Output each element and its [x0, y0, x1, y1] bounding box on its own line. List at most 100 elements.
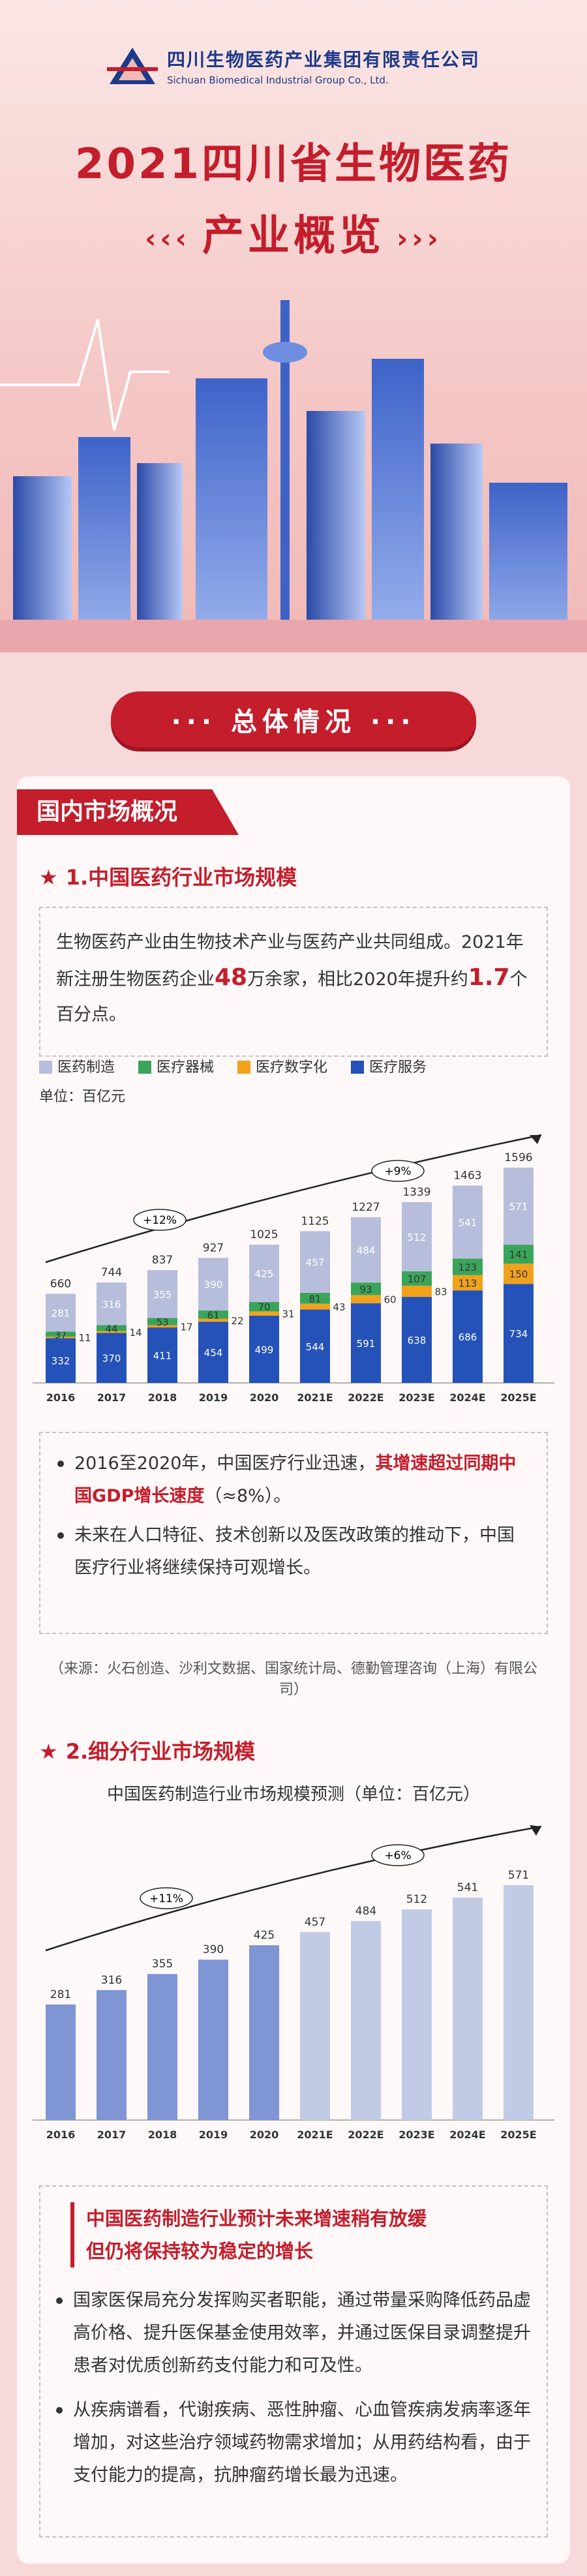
data-label: 390 [204, 1279, 223, 1291]
bar-segment [198, 1310, 228, 1319]
chart1-unit: 单位：百亿元 [39, 1089, 126, 1105]
x-tick-label: 2018 [148, 1391, 177, 1404]
bar-segment [351, 1295, 381, 1303]
total-label: 1596 [504, 1151, 532, 1164]
content-card [17, 776, 570, 2564]
bar-segment [300, 1231, 330, 1293]
data-label: 425 [254, 1929, 275, 1942]
bar-segment [351, 1217, 381, 1283]
growth-badge [371, 1160, 425, 1182]
trend-arrow-line [45, 1825, 542, 1952]
bar-segment [351, 1303, 381, 1383]
section1-heading-text: 1.中国医药行业市场规模 [65, 865, 297, 890]
trend-arrow-head [530, 1135, 541, 1144]
data-label: 281 [52, 1307, 70, 1319]
x-tick-label: 2022E [348, 2129, 384, 2141]
chart2-title: 中国医药制造行业市场规模预测（单位：百亿元） [106, 1785, 480, 1804]
intro-text-3: 个百分点。 [56, 969, 528, 1025]
data-label: 454 [204, 1347, 223, 1359]
intro-number-enterprises: 48 [215, 964, 248, 991]
section2-heading-text: 2.细分行业市场规模 [65, 1739, 256, 1764]
data-label: 44 [105, 1323, 117, 1335]
bar-segment [97, 1333, 127, 1383]
bar-segment [402, 1271, 432, 1286]
bar [504, 1885, 534, 2120]
total-label: 1339 [402, 1186, 430, 1199]
data-label: 390 [203, 1943, 224, 1956]
x-tick-label: 2024E [449, 1391, 485, 1404]
growth-badge [371, 1844, 425, 1866]
data-label: 61 [207, 1309, 219, 1321]
company-name-en: Sichuan Biomedical Industrial Group Co.,… [166, 74, 389, 86]
logo-row: 四川生物医药产业集团有限责任公司 Sichuan Biomedical Indu… [0, 46, 587, 86]
chart1-legend: 医药制造 医疗器械 医疗数字化 医疗服务 [39, 1055, 427, 1076]
x-tick-label: 2021E [297, 2129, 333, 2141]
bar-segment [249, 1301, 279, 1312]
legend-item-device: 医疗器械 [138, 1055, 214, 1076]
data-label: 53 [156, 1316, 168, 1328]
bar-segment [453, 1275, 483, 1291]
total-label: 744 [101, 1266, 122, 1279]
bar-segment [198, 1322, 228, 1383]
x-tick-label: 2020 [250, 2129, 279, 2141]
page-subtitle: 产业概览 [202, 212, 385, 260]
data-label: 686 [459, 1331, 477, 1343]
data-label: 571 [509, 1201, 528, 1213]
bar-segment [351, 1282, 381, 1296]
x-tick-label: 2019 [199, 1391, 228, 1404]
bar-segment [249, 1315, 279, 1383]
data-label: 638 [408, 1335, 427, 1346]
page-title: 2021四川省生物医药 [74, 140, 513, 189]
x-tick-label: 2023E [399, 2129, 434, 2141]
data-label: 17 [180, 1321, 192, 1333]
bar-segment [504, 1168, 534, 1245]
bar-segment [453, 1258, 483, 1275]
bar [402, 1909, 432, 2120]
star-icon: ★ [39, 1739, 58, 1764]
legend-item-service: 医疗服务 [351, 1055, 427, 1076]
data-label: 484 [355, 1905, 376, 1918]
section2-callout: 中国医药制造行业预计未来增速稍有放缓 但仍将保持较为稳定的增长 国家医保局充分发… [39, 2185, 548, 2538]
x-tick-label: 2016 [46, 2129, 76, 2141]
bar [249, 1945, 279, 2120]
data-label: 484 [357, 1245, 376, 1256]
data-label: 37 [54, 1329, 67, 1341]
bar-segment [198, 1258, 228, 1311]
growth-label: +6% [384, 1849, 411, 1862]
bar [351, 1920, 381, 2120]
bar [97, 1990, 127, 2120]
x-tick-label: 2020 [250, 1391, 279, 1404]
data-label: 355 [153, 1289, 172, 1301]
intro-text-2: 万余家，相比2020年提升约 [247, 969, 468, 990]
x-tick-label: 2024E [449, 2129, 485, 2141]
bar [453, 1897, 483, 2120]
section2-heading: ★ 2.细分行业市场规模 [39, 1735, 255, 1765]
bar-segment [46, 1337, 76, 1339]
intro-number-percent: 1.7 [468, 964, 510, 991]
intro-box: 生物医药产业由生物技术产业与医药产业共同组成。2021年新注册生物医药企业48万… [39, 907, 548, 1057]
bar-segment [97, 1331, 127, 1333]
data-label: 571 [508, 1869, 529, 1882]
data-label: 93 [359, 1284, 372, 1296]
bar-segment [504, 1264, 534, 1284]
bar-segment [453, 1185, 483, 1259]
data-label: 31 [282, 1309, 294, 1320]
data-label: 281 [50, 1988, 71, 2001]
legend-item-pharma: 医药制造 [39, 1055, 115, 1076]
total-label: 1025 [250, 1228, 278, 1241]
bar-segment [249, 1311, 279, 1316]
bar [300, 1932, 330, 2120]
x-tick-label: 2019 [199, 2129, 228, 2141]
section1-heading: ★ 1.中国医药行业市场规模 [39, 861, 297, 891]
legend-item-digital: 医疗数字化 [237, 1055, 327, 1076]
data-label: 541 [459, 1217, 477, 1228]
bullet-item: 2016至2020年，中国医疗行业迅速，其增速超过同期中国GDP增长速度（≈8%… [57, 1447, 530, 1513]
bar-segment [402, 1297, 432, 1383]
bar-segment [453, 1290, 483, 1383]
trend-arrow-line [45, 1134, 542, 1264]
bar-segment [300, 1292, 330, 1304]
city-skyline-illustration [0, 300, 587, 652]
bar-segment [147, 1327, 177, 1383]
total-label: 1463 [453, 1170, 481, 1183]
total-label: 1125 [301, 1215, 329, 1228]
